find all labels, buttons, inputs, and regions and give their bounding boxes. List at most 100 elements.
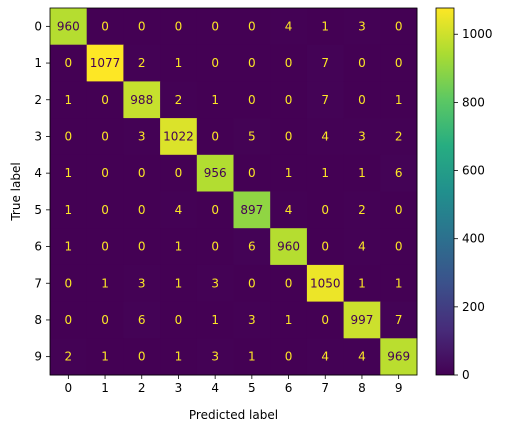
cell-value-label: 0	[175, 313, 183, 327]
cell-value-label: 2	[138, 56, 146, 70]
x-tick-label: 4	[211, 381, 219, 395]
matrix-cell	[380, 338, 418, 376]
matrix-cell	[50, 8, 88, 46]
cell-value-label: 3	[211, 350, 219, 364]
cell-value-label: 1	[358, 276, 366, 290]
cell-value-label: 0	[285, 56, 293, 70]
cell-value-label: 4	[285, 19, 293, 33]
cell-value-label: 0	[248, 276, 256, 290]
matrix-cell	[196, 338, 234, 376]
matrix-cell	[270, 338, 308, 376]
cell-value-label: 0	[321, 240, 329, 254]
colorbar-tick-label: 1000	[462, 27, 493, 41]
y-tick-label: 6	[34, 240, 42, 254]
matrix-cell	[160, 228, 198, 266]
matrix-cell	[270, 118, 308, 156]
cell-value-label: 0	[248, 166, 256, 180]
matrix-cell	[50, 191, 88, 229]
matrix-cell	[160, 154, 198, 192]
y-tick-label: 7	[34, 276, 42, 290]
cell-value-label: 1	[65, 93, 73, 107]
cell-value-label: 0	[65, 56, 73, 70]
cell-value-label: 6	[248, 240, 256, 254]
y-tick-label: 4	[34, 166, 42, 180]
cell-value-label: 4	[285, 203, 293, 217]
y-tick-label: 8	[34, 313, 42, 327]
matrix-cell	[270, 301, 308, 339]
matrix-cell	[306, 81, 345, 119]
cell-value-label: 0	[101, 19, 109, 33]
cell-value-label: 0	[101, 93, 109, 107]
colorbar	[435, 7, 455, 376]
cell-value-label: 1	[65, 166, 73, 180]
cell-value-label: 969	[387, 350, 410, 364]
cell-value-label: 1	[175, 240, 183, 254]
x-axis-label: Predicted label	[189, 408, 278, 422]
matrix-cell	[50, 81, 88, 119]
cell-value-label: 0	[248, 56, 256, 70]
cell-value-label: 1	[248, 350, 256, 364]
cell-value-labels: 960 0 0 0 0 0 4 1 3 0 0 1077 2 1 0 0 0 7 0 0 1 0 988 2 1 0 0 7 0 1 0 0 3…	[57, 19, 410, 363]
cell-value-label: 0	[175, 19, 183, 33]
y-tick-label: 0	[34, 19, 42, 33]
matrix-cell	[196, 191, 234, 229]
matrix-cell	[86, 338, 124, 376]
cell-value-label: 0	[101, 203, 109, 217]
matrix-cell	[160, 301, 198, 339]
matrix-cell	[270, 8, 308, 46]
cell-value-label: 2	[175, 93, 183, 107]
cell-value-label: 0	[101, 129, 109, 143]
x-tick-label: 5	[248, 381, 256, 395]
matrix-cell	[50, 301, 88, 339]
cell-value-label: 0	[101, 240, 109, 254]
matrix-cell	[343, 264, 381, 303]
matrix-cell	[306, 8, 345, 46]
matrix-cell	[270, 228, 308, 266]
matrix-cell	[160, 44, 198, 82]
matrix-cell	[306, 338, 345, 376]
matrix-cell	[343, 154, 381, 192]
cell-value-label: 3	[138, 129, 146, 143]
matrix-cell	[270, 81, 308, 119]
matrix-cell	[306, 44, 345, 82]
matrix-cell	[86, 81, 124, 119]
matrix-cell	[123, 154, 161, 192]
matrix-cell	[306, 191, 345, 229]
cell-value-label: 1	[101, 350, 109, 364]
matrix-cell	[86, 44, 124, 82]
cell-value-label: 0	[285, 276, 293, 290]
matrix-cell	[306, 154, 345, 192]
cell-value-label: 997	[350, 313, 373, 327]
cell-value-label: 2	[395, 129, 403, 143]
cell-value-label: 1	[358, 166, 366, 180]
cell-value-label: 956	[204, 166, 227, 180]
matrix-cell	[380, 228, 418, 266]
matrix-cell	[306, 118, 345, 156]
matrix-cell	[233, 44, 271, 82]
x-tick-label: 9	[395, 381, 403, 395]
matrix-cell	[196, 81, 234, 119]
matrix-cell	[380, 118, 418, 156]
cell-value-label: 0	[175, 166, 183, 180]
cell-value-label: 960	[57, 19, 80, 33]
matrix-cell	[50, 44, 88, 82]
matrix-cell	[343, 81, 381, 119]
cell-value-label: 0	[138, 19, 146, 33]
cell-value-label: 0	[65, 313, 73, 327]
cell-value-label: 1	[211, 313, 219, 327]
matrix-cell	[233, 191, 271, 229]
matrix-cell	[343, 338, 381, 376]
matrix-cell	[233, 154, 271, 192]
cell-value-label: 0	[138, 166, 146, 180]
x-tick-label: 8	[358, 381, 366, 395]
cell-value-label: 1050	[310, 276, 341, 290]
matrix-cell	[50, 118, 88, 156]
cell-value-label: 2	[65, 350, 73, 364]
cell-value-label: 0	[138, 240, 146, 254]
matrix-cell	[380, 301, 418, 339]
cell-value-label: 0	[248, 19, 256, 33]
matrix-cell	[123, 338, 161, 376]
cell-value-label: 0	[395, 240, 403, 254]
matrix-cell	[196, 44, 234, 82]
cell-value-label: 1	[175, 276, 183, 290]
